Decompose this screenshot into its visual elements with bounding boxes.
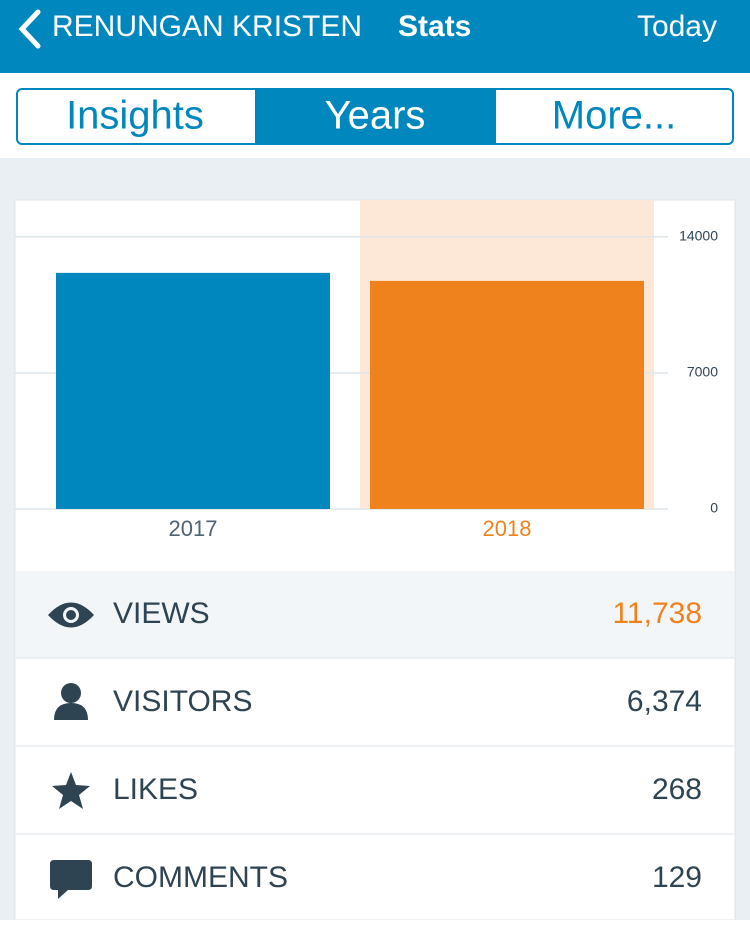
bar xyxy=(370,280,644,509)
nav-bar xyxy=(0,0,750,73)
site-name[interactable]: RENUNGAN KRISTEN xyxy=(52,10,362,43)
star-icon xyxy=(52,772,90,809)
stat-label: VIEWS xyxy=(113,597,210,630)
selected-segment xyxy=(255,89,495,144)
bar xyxy=(56,272,330,509)
tab[interactable]: More... xyxy=(552,94,676,138)
x-tick-label: 2017 xyxy=(169,516,218,541)
chart: 0 7000 14000 2017 2018 xyxy=(15,200,718,541)
stat-value: 129 xyxy=(652,861,702,894)
tab[interactable]: Years xyxy=(325,94,426,138)
stat-value: 6,374 xyxy=(627,685,702,718)
y-tick-label: 7000 xyxy=(687,364,718,380)
comment-icon xyxy=(50,860,92,899)
x-tick-label: 2018 xyxy=(483,516,532,541)
row-highlight xyxy=(16,571,734,658)
stat-label: COMMENTS xyxy=(113,861,288,894)
y-tick-label: 14000 xyxy=(679,228,718,244)
y-tick-label: 0 xyxy=(710,500,718,516)
eye-pupil xyxy=(66,610,76,620)
today-button[interactable]: Today xyxy=(637,10,717,43)
stat-label: VISITORS xyxy=(113,685,252,718)
stat-value: 11,738 xyxy=(612,597,702,630)
page-title: Stats xyxy=(398,10,471,43)
tab[interactable]: Insights xyxy=(66,94,204,138)
person-body xyxy=(54,703,88,720)
person-head xyxy=(61,683,81,703)
back-chevron[interactable] xyxy=(18,9,41,49)
icons xyxy=(48,602,94,899)
stat-label: LIKES xyxy=(113,773,198,806)
stat-value: 268 xyxy=(652,773,702,806)
